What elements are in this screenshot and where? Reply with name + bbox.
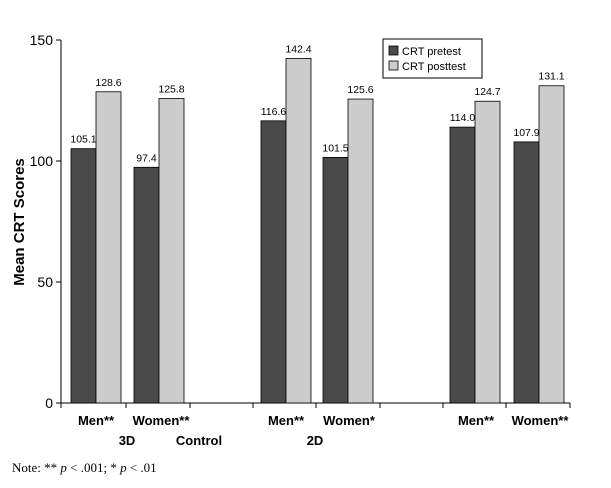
legend-label: CRT posttest: [402, 61, 466, 73]
bar-value-label: 105.1: [70, 134, 96, 146]
bar-value-label: 128.6: [95, 77, 121, 89]
bar-value-label: 101.5: [322, 142, 348, 154]
bar-value-label: 124.7: [474, 86, 500, 98]
x-group-label: 3D: [119, 433, 136, 448]
x-category-label: Men**: [78, 413, 115, 428]
bar-pretest: [260, 120, 287, 404]
bar-value-label: 125.6: [347, 84, 373, 96]
bar-value-label: 125.8: [158, 84, 184, 96]
footnote: Note: ** p < .001; * p < .01: [12, 460, 157, 475]
bar-posttest: [474, 100, 501, 404]
legend-label: CRT pretest: [402, 46, 461, 58]
bar-value-label: 107.9: [513, 127, 539, 139]
bar-pretest: [449, 126, 476, 404]
bar-posttest: [538, 85, 565, 404]
x-category-label: Women**: [512, 413, 570, 428]
bar-value-label: 142.4: [285, 43, 311, 55]
legend-swatch: [388, 45, 399, 56]
x-category-label: Men**: [458, 413, 495, 428]
bar-posttest: [158, 98, 185, 404]
bar-value-label: 116.6: [261, 106, 287, 118]
bar-pretest: [133, 166, 160, 404]
x-group-label: Control: [176, 433, 222, 448]
chart-legend: CRT pretest CRT posttest: [382, 38, 483, 79]
x-group-label: 2D: [307, 433, 324, 448]
y-axis-label: Mean CRT Scores: [11, 158, 28, 286]
bar-pretest: [70, 148, 97, 404]
bar-pretest: [513, 141, 540, 404]
legend-box: [382, 38, 483, 79]
bar-value-label: 97.4: [136, 152, 157, 164]
bar-posttest: [347, 98, 374, 404]
y-tick-label: 0: [45, 395, 53, 411]
bar-value-label: 114.0: [450, 112, 476, 124]
x-category-label: Women**: [133, 413, 191, 428]
y-tick-label: 50: [37, 274, 53, 290]
y-tick-label: 150: [30, 32, 54, 48]
x-category-label: Men**: [268, 413, 305, 428]
bar-value-label: 131.1: [538, 71, 564, 83]
bar-posttest: [285, 57, 312, 404]
bar-pretest: [322, 156, 349, 404]
legend-swatch: [388, 60, 399, 71]
chart-bars: [70, 57, 565, 404]
y-tick-label: 100: [30, 153, 54, 169]
bar-posttest: [95, 91, 122, 404]
x-category-label: Women*: [323, 413, 376, 428]
chart-labels: 105.1 97.4 116.6 101.5 114.0 107.9 128.6 125.8 1…: [70, 43, 569, 448]
